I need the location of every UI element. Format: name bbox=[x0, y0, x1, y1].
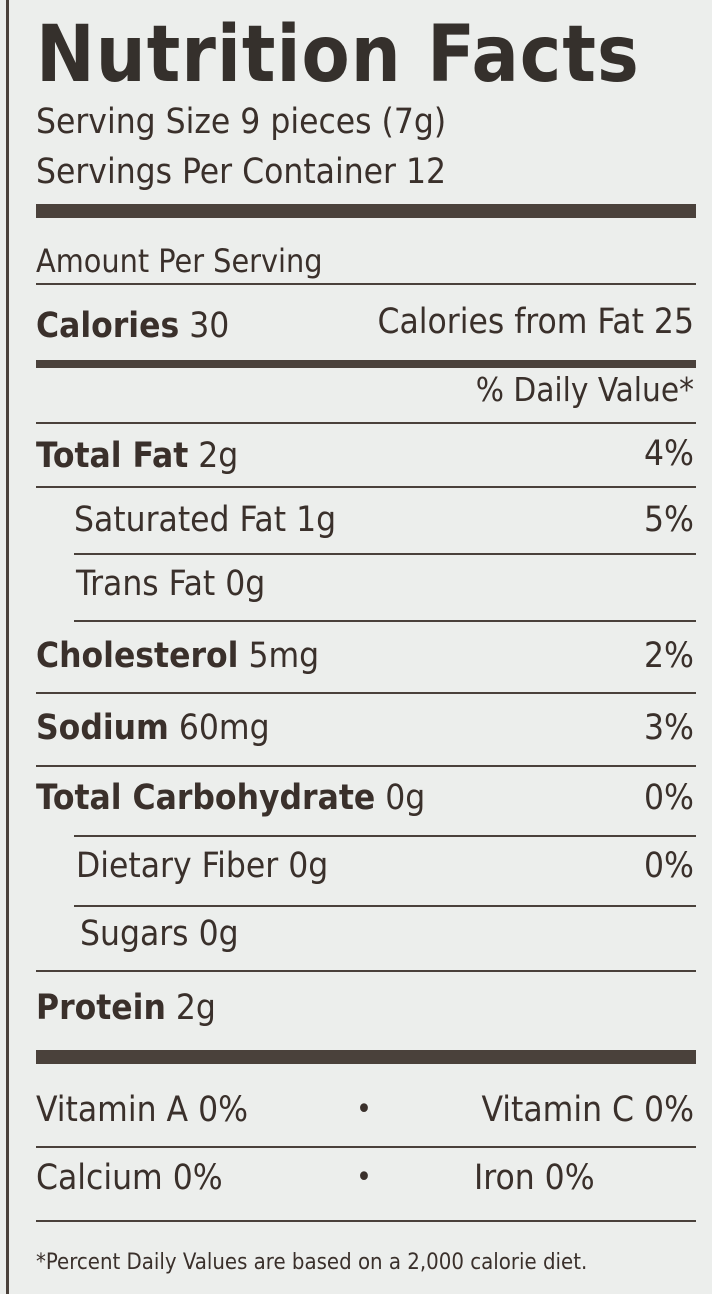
divider bbox=[74, 905, 696, 907]
daily-value: 0% bbox=[644, 846, 694, 886]
label-border bbox=[6, 0, 9, 1294]
divider bbox=[74, 553, 696, 555]
calories-from-fat: Calories from Fat 25 bbox=[377, 302, 694, 342]
divider bbox=[74, 620, 696, 622]
daily-value: 3% bbox=[644, 708, 694, 748]
divider bbox=[36, 283, 696, 285]
thick-divider bbox=[36, 1050, 696, 1064]
amount-per-serving: Amount Per Serving bbox=[36, 242, 323, 280]
daily-value: 0% bbox=[644, 778, 694, 818]
divider bbox=[36, 1146, 696, 1148]
divider bbox=[74, 835, 696, 837]
nutrient-row: Sugars 0g bbox=[80, 914, 239, 954]
calories-row: Calories 30 bbox=[36, 306, 229, 346]
divider bbox=[36, 486, 696, 488]
servings-per-container: Servings Per Container 12 bbox=[36, 152, 447, 192]
divider bbox=[36, 970, 696, 972]
label-title: Nutrition Facts bbox=[36, 10, 640, 100]
nutrient-row: Trans Fat 0g bbox=[76, 564, 266, 604]
vitamin-left: Vitamin A 0% bbox=[36, 1090, 249, 1130]
thick-divider bbox=[36, 204, 696, 218]
divider bbox=[36, 422, 696, 424]
nutrient-row: Dietary Fiber 0g bbox=[76, 846, 329, 886]
calories-value: 30 bbox=[189, 306, 230, 346]
daily-value-header: % Daily Value* bbox=[475, 370, 694, 409]
vitamin-right: Vitamin C 0% bbox=[481, 1090, 694, 1130]
footnote: *Percent Daily Values are based on a 2,0… bbox=[36, 1250, 588, 1275]
separator-dot: • bbox=[356, 1160, 372, 1195]
nutrient-row: Cholesterol 5mg bbox=[36, 636, 320, 676]
medium-divider bbox=[36, 360, 696, 368]
calories-label: Calories bbox=[36, 306, 180, 346]
serving-size: Serving Size 9 pieces (7g) bbox=[36, 102, 447, 142]
divider bbox=[36, 692, 696, 694]
nutrient-row: Protein 2g bbox=[36, 988, 216, 1028]
separator-dot: • bbox=[356, 1092, 372, 1127]
vitamin-left: Calcium 0% bbox=[36, 1158, 223, 1198]
divider bbox=[36, 1220, 696, 1222]
daily-value: 5% bbox=[644, 500, 694, 540]
nutrient-row: Saturated Fat 1g bbox=[74, 500, 337, 540]
vitamin-right: Iron 0% bbox=[474, 1158, 595, 1198]
nutrient-row: Total Fat 2g bbox=[36, 436, 239, 476]
nutrient-row: Sodium 60mg bbox=[36, 708, 270, 748]
daily-value: 2% bbox=[644, 636, 694, 676]
nutrient-row: Total Carbohydrate 0g bbox=[36, 778, 426, 818]
divider bbox=[36, 765, 696, 767]
daily-value: 4% bbox=[644, 434, 694, 474]
